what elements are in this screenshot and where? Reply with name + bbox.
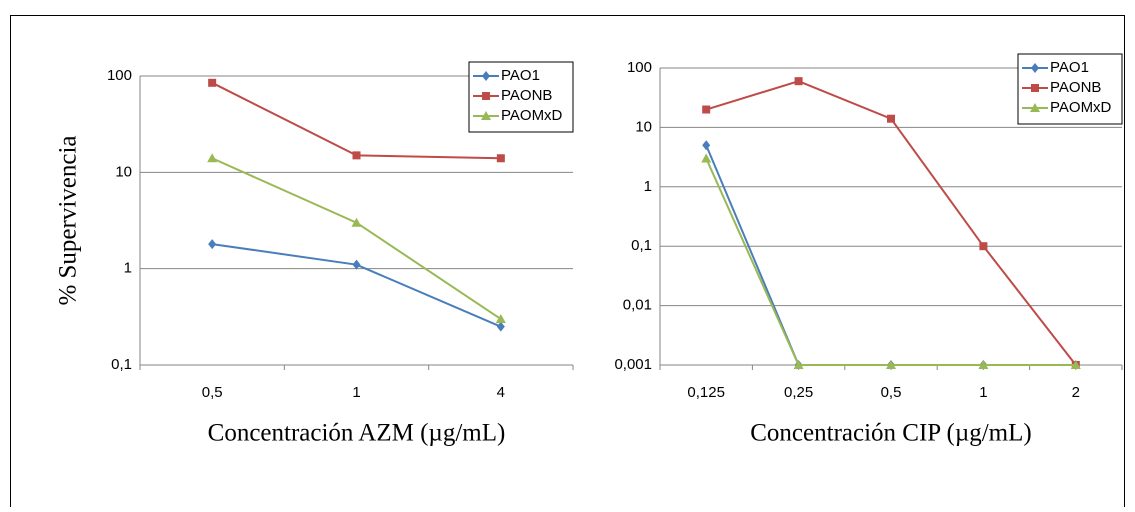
- series-line: [211, 157, 502, 320]
- series-line: [705, 158, 1076, 366]
- marker: [208, 78, 217, 87]
- x-tick-label: 0,5: [881, 384, 902, 401]
- legend-label: PAO1: [501, 67, 540, 84]
- y-tick-label: 0,1: [111, 356, 132, 373]
- y-tick-label: 1: [644, 178, 652, 195]
- x-tick-label: 2: [1072, 384, 1080, 401]
- y-tick-label: 0,01: [623, 297, 652, 314]
- marker: [978, 360, 989, 369]
- legend-label: PAONB: [501, 87, 552, 104]
- series-line: [705, 144, 1076, 366]
- legend-label: PAO1: [1050, 59, 1089, 76]
- y-tick-label: 100: [627, 59, 652, 76]
- y-tick-label: 10: [115, 163, 132, 180]
- series-line: [212, 243, 502, 328]
- marker: [887, 114, 895, 123]
- legend-label: PAONB: [1050, 79, 1101, 96]
- y-tick-label: 0,001: [614, 356, 652, 373]
- x-tick-label: 1: [352, 384, 360, 401]
- marker: [482, 92, 490, 100]
- x-axis-title: Concentración CIP (µg/mL): [750, 420, 1031, 447]
- marker: [481, 111, 491, 120]
- legend-label: PAOMxD: [501, 107, 563, 124]
- marker: [351, 217, 362, 227]
- marker: [482, 71, 490, 81]
- x-axis-title: Concentración AZM (µg/mL): [208, 420, 506, 447]
- marker: [1030, 103, 1040, 112]
- x-tick-label: 4: [497, 384, 505, 401]
- marker: [1031, 84, 1039, 92]
- marker: [702, 140, 711, 151]
- y-axis-title: % Supervivencia: [55, 135, 82, 305]
- frame: [10, 15, 1125, 512]
- y-tick-label: 1: [124, 260, 132, 277]
- marker: [886, 360, 896, 369]
- y-tick-label: 10: [635, 118, 652, 135]
- marker: [208, 239, 217, 250]
- legend-label: PAOMxD: [1050, 99, 1112, 116]
- marker: [793, 360, 804, 369]
- y-tick-label: 100: [107, 67, 132, 84]
- marker: [495, 314, 506, 324]
- x-tick-label: 0,25: [784, 384, 813, 401]
- x-tick-label: 0,125: [687, 384, 725, 401]
- marker: [979, 242, 988, 251]
- marker: [352, 151, 361, 160]
- x-tick-label: 0,5: [202, 384, 223, 401]
- marker: [1031, 63, 1039, 73]
- series-line: [211, 81, 501, 160]
- marker: [496, 154, 505, 163]
- marker: [1070, 360, 1081, 369]
- marker: [701, 153, 712, 163]
- marker: [496, 321, 505, 332]
- marker: [352, 259, 361, 270]
- marker: [207, 153, 218, 163]
- y-tick-label: 0,1: [631, 237, 652, 254]
- x-tick-label: 1: [979, 384, 987, 401]
- marker: [794, 77, 803, 86]
- marker: [702, 105, 711, 114]
